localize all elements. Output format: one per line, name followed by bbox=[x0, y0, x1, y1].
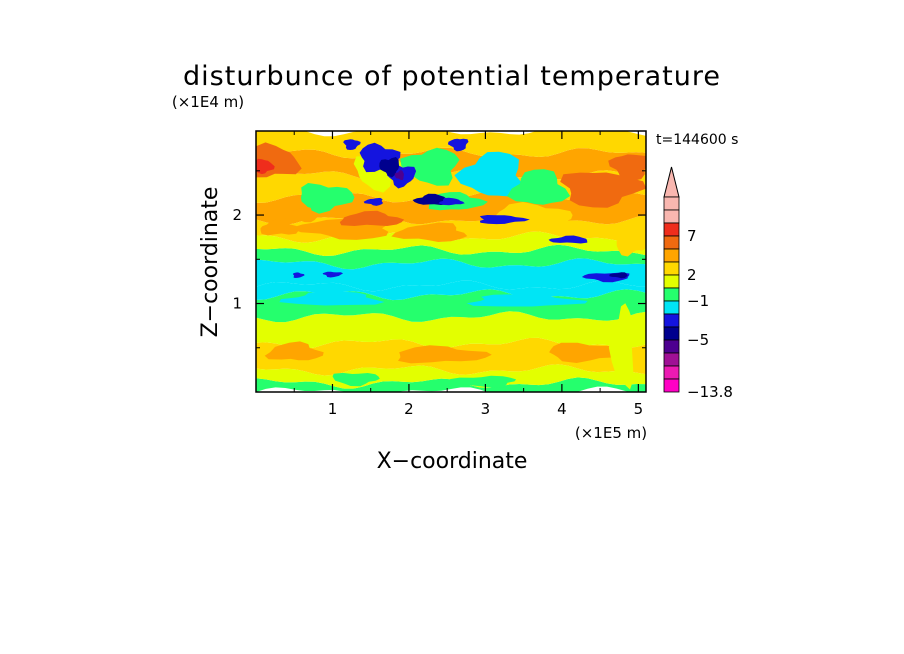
contour-feature bbox=[507, 169, 571, 205]
contour-feature bbox=[449, 375, 517, 388]
colorbar-arrow bbox=[663, 166, 680, 198]
colorbar bbox=[663, 166, 680, 393]
contour-feature bbox=[616, 226, 646, 257]
colorbar-swatch bbox=[663, 378, 680, 393]
contour-feature bbox=[379, 157, 400, 178]
contour-feature bbox=[339, 210, 405, 226]
colorbar-swatch bbox=[663, 300, 680, 315]
colorbar-swatch bbox=[663, 274, 680, 289]
colorbar-swatch bbox=[663, 248, 680, 263]
colorbar-swatch bbox=[663, 339, 680, 354]
contour-feature bbox=[363, 197, 384, 206]
contour-band bbox=[256, 258, 646, 292]
colorbar-swatch bbox=[663, 365, 680, 380]
contour-feature bbox=[548, 235, 588, 244]
contour-feature bbox=[301, 183, 355, 214]
contour-feature bbox=[394, 170, 404, 181]
y-tick-labels: 12 bbox=[232, 206, 242, 312]
colorbar-label: 2 bbox=[687, 266, 697, 284]
contour-feature bbox=[447, 138, 469, 152]
colorbar-swatch bbox=[663, 222, 680, 237]
x-tick-label: 3 bbox=[481, 400, 491, 418]
y-tick-label: 1 bbox=[232, 295, 242, 313]
contour-feature bbox=[438, 197, 465, 206]
contour-feature bbox=[264, 341, 324, 361]
colorbar-label: −1 bbox=[687, 292, 709, 310]
contour-feature bbox=[279, 291, 385, 306]
contour-feature bbox=[391, 222, 468, 242]
contour-feature bbox=[466, 294, 588, 307]
y-unit-label: (×1E4 m) bbox=[172, 93, 244, 111]
plot-frame bbox=[255, 130, 647, 393]
x-axis-label: X−coordinate bbox=[377, 449, 528, 474]
contour-feature bbox=[260, 219, 299, 236]
contour-feature bbox=[284, 206, 317, 223]
colorbar-swatch bbox=[663, 313, 680, 328]
contour-feature bbox=[609, 272, 628, 279]
colorbar-label: −13.8 bbox=[687, 383, 733, 401]
contour-band bbox=[256, 244, 646, 270]
contour-band bbox=[256, 311, 646, 349]
contour-feature bbox=[343, 139, 361, 150]
time-label: t=144600 s bbox=[656, 132, 738, 148]
contour-feature bbox=[549, 342, 626, 363]
x-tick-label: 2 bbox=[404, 400, 414, 418]
contour-feature bbox=[256, 158, 275, 175]
chart-title: disturbunce of potential temperature bbox=[183, 61, 721, 92]
contour-feature bbox=[608, 303, 634, 390]
x-tick-label: 1 bbox=[328, 400, 338, 418]
contour-feature bbox=[560, 172, 646, 208]
contour-feature bbox=[454, 151, 523, 197]
colorbar-labels: 7 2 −1 −5 −13.8 bbox=[687, 227, 733, 401]
x-unit-label: (×1E5 m) bbox=[575, 424, 647, 442]
contour-features bbox=[256, 138, 646, 390]
colorbar-swatch bbox=[663, 287, 680, 302]
colorbar-swatch bbox=[663, 261, 680, 276]
colorbar-swatch bbox=[663, 326, 680, 341]
colorbar-swatch bbox=[663, 209, 680, 224]
y-axis-label: Z−coordinate bbox=[198, 187, 223, 338]
y-tick-label: 2 bbox=[232, 206, 242, 224]
contour-feature bbox=[322, 271, 344, 278]
colorbar-label: 7 bbox=[687, 227, 697, 245]
contour-feature bbox=[400, 147, 460, 186]
contour-feature bbox=[608, 154, 646, 181]
colorbar-swatch bbox=[663, 352, 680, 367]
colorbar-label: −5 bbox=[687, 331, 709, 349]
x-tick-label: 4 bbox=[557, 400, 567, 418]
contour-band bbox=[256, 280, 646, 301]
axis-ticks bbox=[256, 131, 646, 392]
colorbar-swatch bbox=[663, 235, 680, 250]
plot-area bbox=[256, 131, 646, 392]
x-tick-label: 5 bbox=[634, 400, 644, 418]
contour-feature bbox=[332, 372, 380, 387]
contour-feature bbox=[398, 345, 492, 364]
contour-band bbox=[256, 377, 646, 392]
x-tick-labels: 1 2 3 4 5 bbox=[328, 400, 643, 418]
contour-feature bbox=[479, 215, 530, 225]
contour-feature bbox=[412, 193, 449, 205]
contour-feature bbox=[292, 272, 305, 278]
colorbar-swatch bbox=[663, 196, 680, 211]
